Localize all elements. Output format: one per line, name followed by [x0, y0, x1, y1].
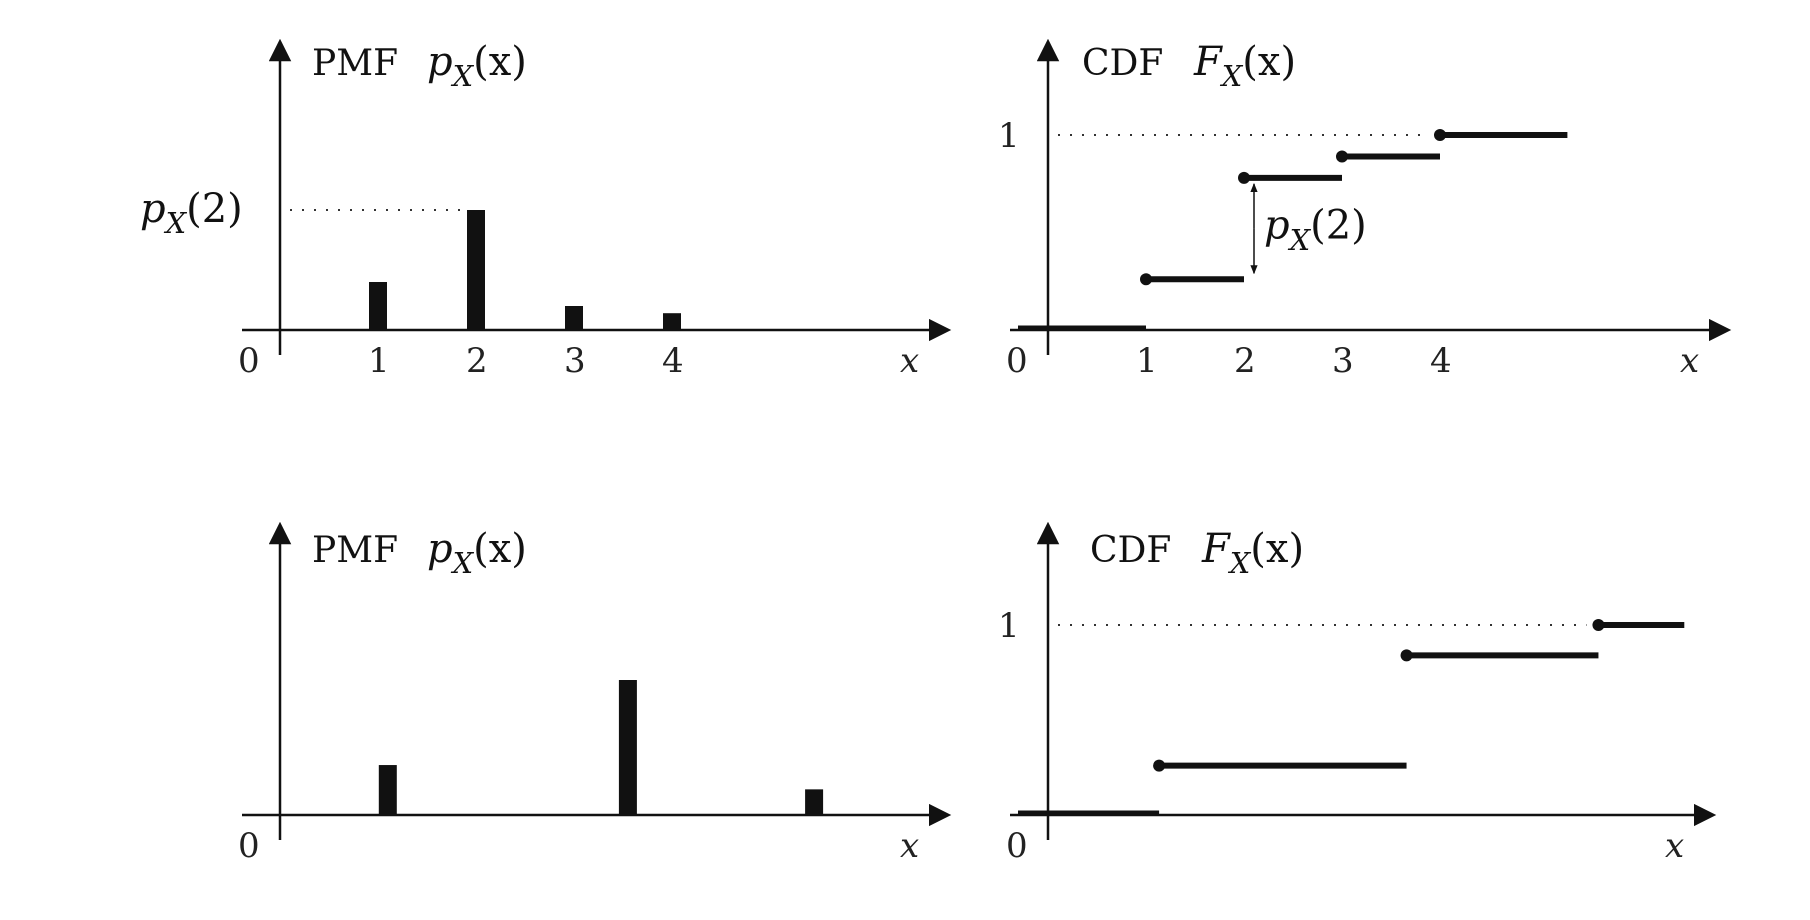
- chart-title-math: FX(x): [1201, 526, 1304, 580]
- chart-panel-2: CDF FX(x) 0 x 1 2 3 4 1 pX(2): [998, 38, 1732, 381]
- x-tick-label-4: 4: [662, 341, 684, 381]
- x-axis-label: x: [1665, 826, 1684, 866]
- cdf-step-dot-4: [1434, 129, 1446, 141]
- x-tick-label-3: 3: [564, 341, 586, 381]
- chart-title-text: CDF: [1082, 43, 1163, 84]
- x-tick-label-1: 1: [1136, 341, 1158, 381]
- y-reference-label: pX(2): [140, 186, 243, 240]
- pmf-bar-2: [618, 680, 637, 815]
- cdf-step-dot-2: [1400, 649, 1413, 662]
- cdf-step-dot-2: [1238, 171, 1250, 184]
- y-tick-label-1: 1: [998, 116, 1020, 156]
- cdf-step-dot-3: [1592, 619, 1605, 631]
- x-tick-label-4: 4: [1430, 341, 1452, 381]
- chart-panel-3: PMF pX(x) 0 x: [238, 521, 952, 866]
- pmf-bar-1: [378, 765, 397, 815]
- chart-title-text: CDF: [1090, 530, 1171, 571]
- chart-title: CDF FX(x): [1090, 526, 1304, 580]
- origin-label: 0: [238, 341, 260, 381]
- y-tick-label-1: 1: [998, 606, 1020, 646]
- x-axis-label: x: [1680, 341, 1699, 381]
- x-tick-label-2: 2: [1234, 341, 1256, 381]
- cdf-step-dot-1: [1140, 273, 1152, 286]
- x-tick-label-1: 1: [368, 341, 390, 381]
- origin-label: 0: [1006, 341, 1028, 381]
- chart-title: PMF pX(x): [312, 526, 527, 580]
- pmf-bar-3: [565, 306, 583, 330]
- x-tick-label-3: 3: [1332, 341, 1354, 381]
- jump-label: pX(2): [1264, 203, 1367, 257]
- chart-panel-1: PMF pX(x) 0 x 1 2 3 4 pX(2): [140, 38, 952, 381]
- chart-title: CDF FX(x): [1082, 39, 1296, 93]
- chart-title-text: PMF: [312, 43, 398, 84]
- chart-title-math: pX(x): [427, 526, 527, 580]
- x-axis-label: x: [900, 341, 919, 381]
- chart-panel-4: CDF FX(x) 0 x 1: [998, 521, 1717, 866]
- cdf-step-dot-3: [1336, 150, 1348, 163]
- chart-title: PMF pX(x): [312, 39, 527, 93]
- cdf-step-dot-1: [1153, 759, 1166, 772]
- pmf-bar-2: [467, 210, 485, 330]
- x-axis-label: x: [900, 826, 919, 866]
- origin-label: 0: [238, 826, 260, 866]
- chart-title-text: PMF: [312, 530, 398, 571]
- chart-title-math: FX(x): [1193, 39, 1296, 93]
- pmf-bar-1: [369, 282, 387, 330]
- pmf-bar-4: [663, 313, 681, 330]
- x-tick-label-2: 2: [466, 341, 488, 381]
- origin-label: 0: [1006, 826, 1028, 866]
- pmf-bar-3: [805, 789, 824, 815]
- chart-title-math: pX(x): [427, 39, 527, 93]
